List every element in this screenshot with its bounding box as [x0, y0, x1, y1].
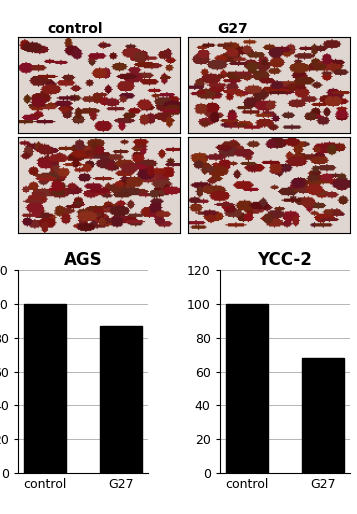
Bar	[24, 304, 66, 473]
Text: G27: G27	[217, 22, 248, 36]
Bar	[100, 326, 142, 473]
Bar	[302, 358, 344, 473]
Bar	[226, 304, 268, 473]
Title: YCC-2: YCC-2	[257, 251, 312, 269]
Title: AGS: AGS	[64, 251, 102, 269]
Text: control: control	[47, 22, 102, 36]
